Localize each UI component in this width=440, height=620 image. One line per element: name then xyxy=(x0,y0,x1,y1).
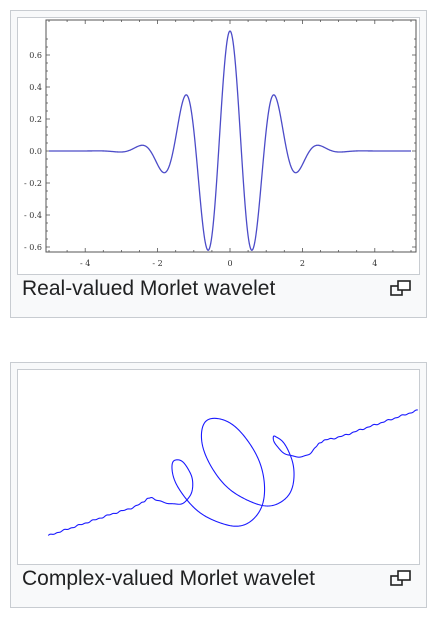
y-tick-label: - 0.6 xyxy=(24,243,42,252)
figure-image-complex[interactable] xyxy=(17,369,420,565)
plot-frame xyxy=(45,19,417,253)
x-tick-label: - 2 xyxy=(152,259,162,268)
y-tick-label: - 0.4 xyxy=(24,211,42,220)
real-morlet-plot: 0.6 0.4 0.2 0.0 - 0.2 - 0.4 - 0.6 - 4 - 2 0 2 4 xyxy=(24,19,417,268)
y-tick-label: 0.0 xyxy=(29,147,42,156)
x-tick-label: - 4 xyxy=(80,259,90,268)
y-tick-label: 0.6 xyxy=(29,51,42,60)
morlet-real-series xyxy=(49,30,411,251)
figure-caption-real: Real-valued Morlet wavelet xyxy=(22,277,276,300)
figure-image-real[interactable]: 0.6 0.4 0.2 0.0 - 0.2 - 0.4 - 0.6 - 4 - 2 0 2 4 xyxy=(17,17,420,275)
morlet-complex-series xyxy=(47,409,418,536)
magnify-clip-icon[interactable] xyxy=(390,569,412,587)
figure-caption-complex: Complex-valued Morlet wavelet xyxy=(22,567,315,590)
figure-real-morlet: 0.6 0.4 0.2 0.0 - 0.2 - 0.4 - 0.6 - 4 - 2 0 2 4 Rea… xyxy=(10,10,427,318)
y-tick-label: - 0.2 xyxy=(24,179,42,188)
magnify-clip-icon[interactable] xyxy=(390,279,412,297)
x-tick-label: 0 xyxy=(227,259,232,268)
y-tick-label: 0.4 xyxy=(29,83,42,92)
x-tick-label: 4 xyxy=(372,259,377,268)
figure-complex-morlet: Complex-valued Morlet wavelet xyxy=(10,362,427,608)
complex-morlet-plot xyxy=(47,409,418,536)
y-tick-label: 0.2 xyxy=(29,115,42,124)
x-tick-label: 2 xyxy=(300,259,305,268)
